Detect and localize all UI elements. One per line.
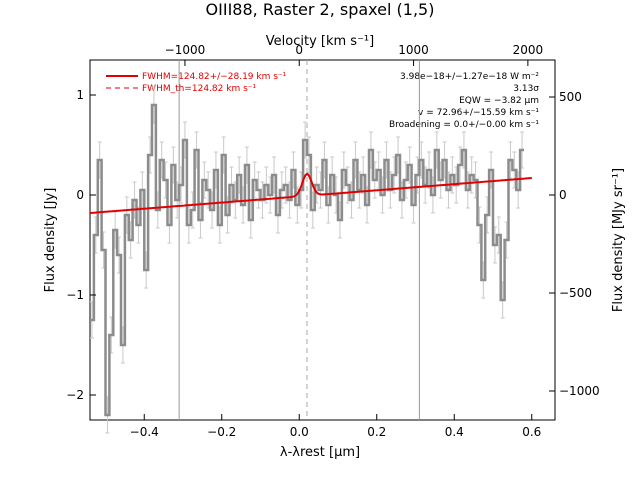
y-tick-label: −2 [66, 388, 84, 402]
right-tick-label: 0 [559, 188, 567, 202]
x-tick-label: 0.4 [445, 425, 464, 439]
x-tick-label: −0.2 [207, 425, 236, 439]
y-tick-label: 1 [76, 88, 84, 102]
annotation-flux: 3.98e−18+/−1.27e−18 W m⁻² [400, 72, 539, 82]
annotation-sigma: 3.13σ [513, 84, 539, 94]
data-series-line [90, 103, 524, 417]
y-axis-label: Flux density [Jy] [43, 188, 58, 293]
top-tick-label: 1000 [398, 43, 429, 57]
y-tick-label: −1 [66, 288, 84, 302]
fit-line [89, 172, 532, 214]
plot-frame [89, 59, 556, 421]
annotation-eqw: EQW = −3.82 μm [459, 96, 539, 106]
annotation-broadening: Broadening = 0.0+/−0.00 km s⁻¹ [389, 120, 539, 130]
legend-dashed-label: FWHM_th=124.82 km s⁻¹ [142, 84, 257, 94]
top-tick-label: 0 [295, 43, 303, 57]
x-tick-label: 0.2 [367, 425, 386, 439]
right-tick-label: −1000 [559, 384, 600, 398]
annotation-velocity: v = 72.96+/−15.59 km s⁻¹ [418, 108, 539, 118]
top-tick-label: −1000 [165, 43, 206, 57]
x-tick-label: 0.6 [522, 425, 541, 439]
y-tick-label: 0 [76, 188, 84, 202]
right-axis-label: Flux density [MJy sr⁻¹] [611, 168, 626, 312]
chart-title: OIII88, Raster 2, spaxel (1,5) [206, 0, 435, 19]
x-axis-label: λ-λrest [μm] [280, 445, 360, 460]
top-tick-label: 2000 [513, 43, 544, 57]
legend-solid-label: FWHM=124.82+/−28.19 km s⁻¹ [142, 72, 287, 82]
top-axis-label: Velocity [km s⁻¹] [266, 34, 374, 49]
right-tick-label: −500 [559, 286, 592, 300]
right-tick-label: 500 [559, 90, 582, 104]
x-tick-label: 0.0 [290, 425, 309, 439]
x-tick-label: −0.4 [130, 425, 159, 439]
